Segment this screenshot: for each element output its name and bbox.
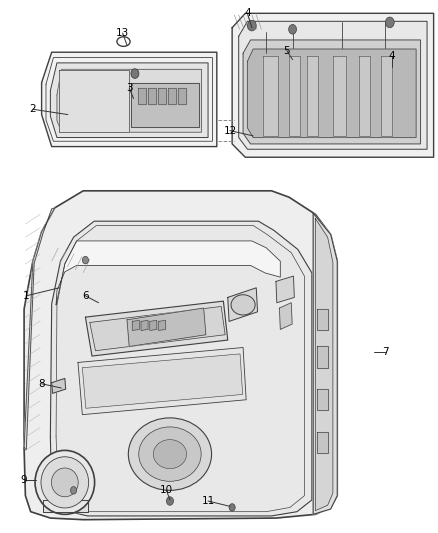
Polygon shape bbox=[132, 320, 139, 330]
Polygon shape bbox=[127, 308, 206, 346]
Polygon shape bbox=[228, 288, 258, 321]
Text: 13: 13 bbox=[116, 28, 129, 38]
Ellipse shape bbox=[41, 457, 88, 508]
Polygon shape bbox=[150, 320, 157, 330]
Text: 5: 5 bbox=[283, 46, 290, 55]
Polygon shape bbox=[317, 389, 328, 410]
Circle shape bbox=[82, 256, 88, 264]
Polygon shape bbox=[243, 40, 420, 144]
Polygon shape bbox=[232, 13, 434, 157]
Text: 3: 3 bbox=[126, 83, 133, 93]
Polygon shape bbox=[24, 208, 55, 450]
Ellipse shape bbox=[139, 427, 201, 481]
Circle shape bbox=[289, 25, 297, 34]
Polygon shape bbox=[141, 320, 148, 330]
Polygon shape bbox=[42, 52, 217, 147]
Polygon shape bbox=[276, 276, 294, 303]
Polygon shape bbox=[381, 56, 392, 136]
Polygon shape bbox=[239, 21, 427, 149]
Polygon shape bbox=[52, 378, 66, 393]
Polygon shape bbox=[57, 69, 201, 132]
Text: 1: 1 bbox=[23, 291, 30, 301]
Circle shape bbox=[385, 17, 394, 28]
Polygon shape bbox=[168, 88, 176, 104]
Text: 12: 12 bbox=[223, 126, 237, 135]
Text: 4: 4 bbox=[389, 51, 396, 61]
Polygon shape bbox=[263, 56, 278, 136]
Polygon shape bbox=[78, 348, 246, 415]
Polygon shape bbox=[289, 56, 300, 136]
Polygon shape bbox=[317, 346, 328, 368]
Circle shape bbox=[71, 487, 77, 494]
Text: 9: 9 bbox=[21, 475, 28, 484]
Text: 8: 8 bbox=[38, 379, 45, 389]
Polygon shape bbox=[43, 500, 88, 512]
Polygon shape bbox=[50, 63, 208, 138]
Polygon shape bbox=[159, 320, 166, 330]
Polygon shape bbox=[307, 56, 318, 136]
Ellipse shape bbox=[231, 295, 255, 315]
Text: 2: 2 bbox=[29, 104, 36, 114]
Polygon shape bbox=[138, 88, 146, 104]
Polygon shape bbox=[313, 213, 337, 514]
Ellipse shape bbox=[128, 418, 212, 490]
Text: 4: 4 bbox=[244, 9, 251, 18]
Polygon shape bbox=[333, 56, 346, 136]
Polygon shape bbox=[317, 309, 328, 330]
Polygon shape bbox=[85, 301, 228, 356]
Circle shape bbox=[166, 497, 173, 505]
Polygon shape bbox=[50, 221, 312, 516]
Ellipse shape bbox=[35, 450, 95, 514]
Polygon shape bbox=[178, 88, 186, 104]
Polygon shape bbox=[82, 354, 243, 408]
Polygon shape bbox=[158, 88, 166, 104]
Text: 10: 10 bbox=[160, 486, 173, 495]
Polygon shape bbox=[279, 303, 292, 329]
Polygon shape bbox=[131, 83, 199, 127]
Circle shape bbox=[229, 504, 235, 511]
Polygon shape bbox=[247, 49, 416, 138]
Text: 6: 6 bbox=[82, 291, 89, 301]
Polygon shape bbox=[317, 432, 328, 453]
Ellipse shape bbox=[153, 440, 187, 469]
Polygon shape bbox=[56, 241, 280, 305]
Circle shape bbox=[247, 20, 256, 31]
Polygon shape bbox=[24, 191, 337, 520]
Text: 7: 7 bbox=[382, 347, 389, 357]
Polygon shape bbox=[359, 56, 370, 136]
Polygon shape bbox=[148, 88, 156, 104]
Polygon shape bbox=[59, 70, 129, 132]
Polygon shape bbox=[315, 219, 333, 511]
Polygon shape bbox=[90, 306, 225, 351]
Ellipse shape bbox=[51, 468, 78, 497]
Text: 11: 11 bbox=[201, 496, 215, 506]
Circle shape bbox=[131, 69, 139, 78]
